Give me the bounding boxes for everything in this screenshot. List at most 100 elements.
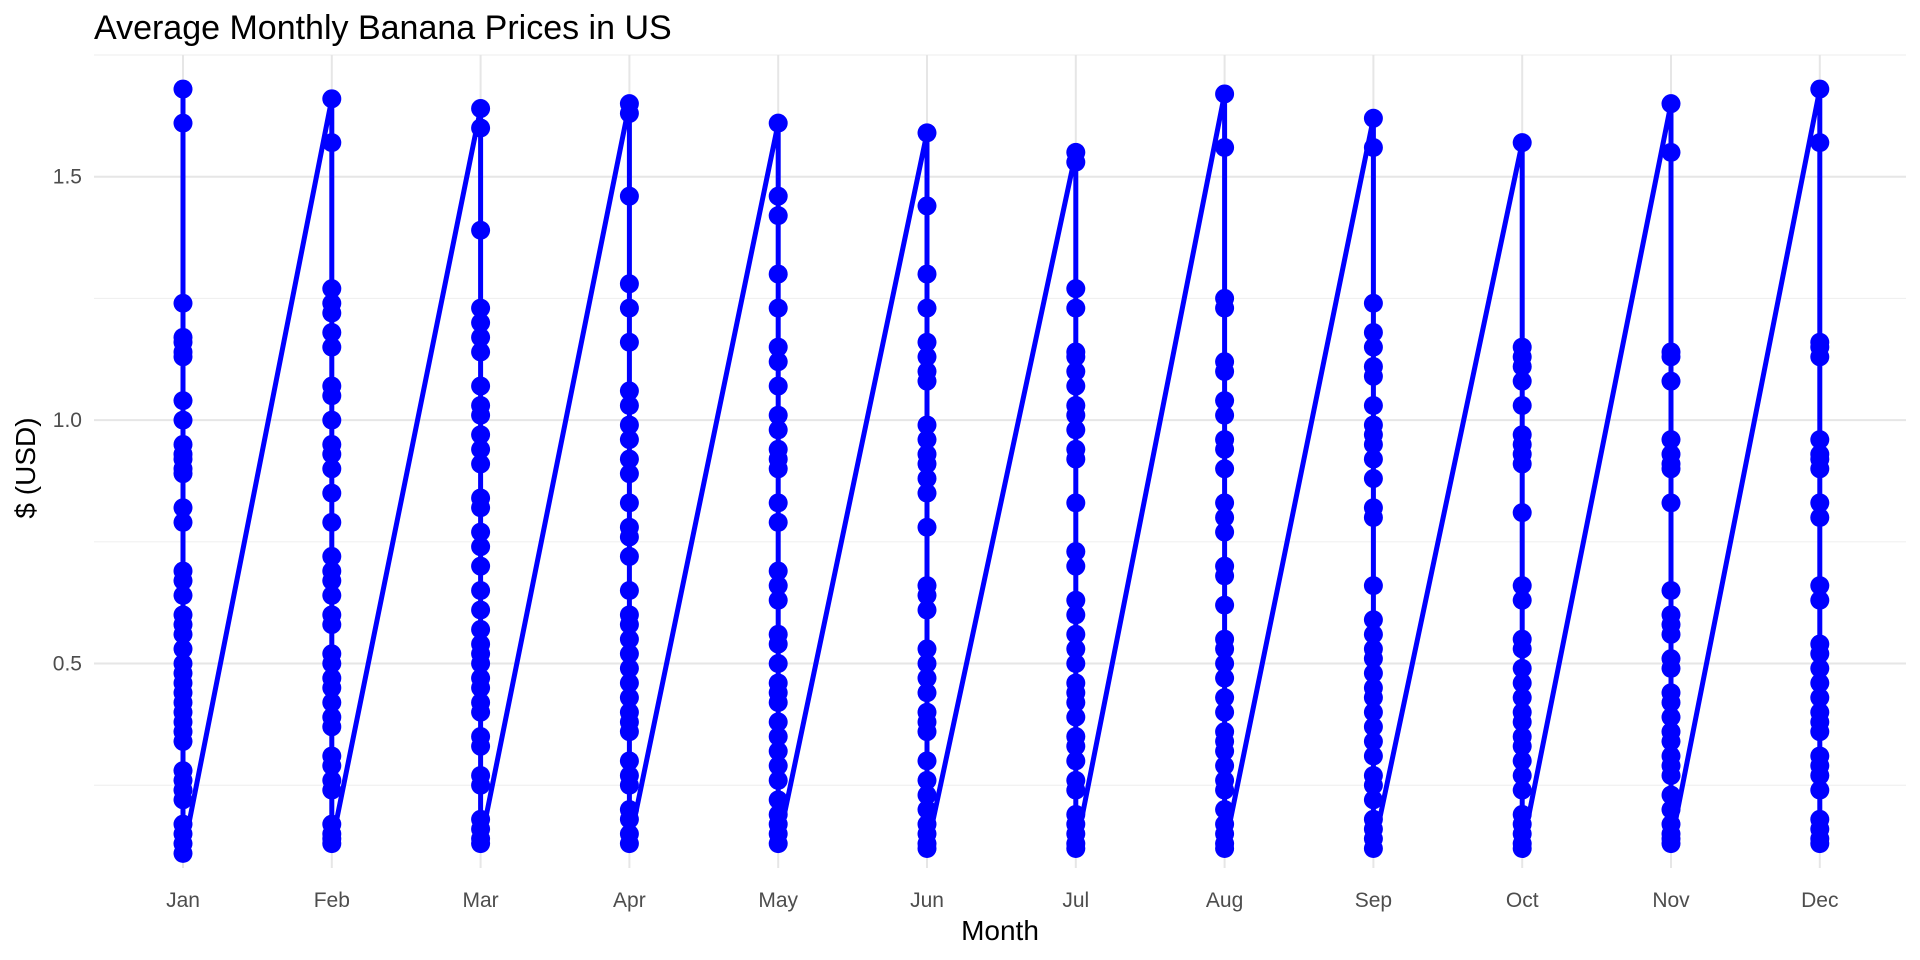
data-point <box>1810 644 1830 664</box>
data-point <box>322 279 342 299</box>
data-point <box>917 454 937 474</box>
data-point <box>768 420 788 440</box>
data-point <box>768 790 788 810</box>
data-point <box>1215 756 1235 776</box>
data-point <box>471 556 491 576</box>
data-point <box>471 118 491 138</box>
data-point <box>1215 507 1235 527</box>
data-point <box>1512 673 1532 693</box>
data-point <box>173 843 193 863</box>
x-tick-label: Apr <box>613 889 646 912</box>
data-point <box>471 775 491 795</box>
data-point <box>1363 663 1383 683</box>
data-point <box>173 293 193 313</box>
data-point <box>1661 430 1681 450</box>
data-point <box>1215 702 1235 722</box>
data-point <box>917 800 937 820</box>
x-tick-label: Nov <box>1652 889 1690 912</box>
data-point <box>1810 430 1830 450</box>
data-point <box>471 702 491 722</box>
data-point <box>173 79 193 99</box>
data-point <box>1363 649 1383 669</box>
data-point <box>1066 152 1086 172</box>
data-point <box>173 790 193 810</box>
data-point <box>471 581 491 601</box>
data-point <box>1363 137 1383 157</box>
data-point <box>1215 800 1235 820</box>
data-point <box>471 498 491 518</box>
data-point <box>173 731 193 751</box>
data-point <box>1512 590 1532 610</box>
data-point <box>619 809 639 829</box>
data-point <box>768 186 788 206</box>
data-point <box>768 298 788 318</box>
data-point <box>1215 654 1235 674</box>
data-point <box>1066 780 1086 800</box>
x-tick-label: Jul <box>1062 889 1089 912</box>
data-point <box>1810 590 1830 610</box>
data-point <box>917 430 937 450</box>
x-tick-label: Sep <box>1355 889 1392 912</box>
data-point <box>1512 839 1532 859</box>
data-point <box>1661 347 1681 367</box>
data-point <box>1066 420 1086 440</box>
data-point <box>917 654 937 674</box>
data-point <box>768 654 788 674</box>
data-point <box>917 722 937 742</box>
data-point <box>917 123 937 143</box>
data-point <box>917 298 937 318</box>
minor-gridlines <box>94 54 1906 786</box>
data-point <box>322 780 342 800</box>
data-point <box>322 756 342 776</box>
data-point <box>322 386 342 406</box>
data-point <box>619 834 639 854</box>
data-point <box>322 337 342 357</box>
y-axis-ticks: 0.5 1.0 1.5 <box>53 166 82 676</box>
data-point <box>768 376 788 396</box>
data-point <box>1363 366 1383 386</box>
data-point <box>1661 94 1681 114</box>
data-point <box>1363 717 1383 737</box>
data-point <box>917 483 937 503</box>
x-tick-label: Dec <box>1801 889 1838 912</box>
data-point <box>1363 688 1383 708</box>
data-point <box>917 371 937 391</box>
data-point <box>917 469 937 489</box>
data-point <box>917 264 937 284</box>
data-point <box>1215 84 1235 104</box>
data-point <box>619 381 639 401</box>
data-point <box>1215 459 1235 479</box>
data-point <box>1066 839 1086 859</box>
data-point <box>1066 376 1086 396</box>
data-point <box>322 303 342 323</box>
data-point <box>1661 785 1681 805</box>
y-axis-title: $ (USD) <box>10 417 41 518</box>
chart-title: Average Monthly Banana Prices in US <box>94 9 672 47</box>
data-point <box>619 298 639 318</box>
data-point <box>1661 658 1681 678</box>
data-point <box>471 537 491 557</box>
data-point <box>1215 595 1235 615</box>
data-point <box>1066 347 1086 367</box>
series-line <box>180 86 1823 856</box>
data-point <box>1215 668 1235 688</box>
data-point <box>768 493 788 513</box>
data-point <box>1066 751 1086 771</box>
data-point <box>1363 337 1383 357</box>
series-points-group <box>173 79 1830 863</box>
data-point <box>1661 581 1681 601</box>
data-point <box>1066 624 1086 644</box>
data-point <box>1661 834 1681 854</box>
data-point <box>917 600 937 620</box>
data-point <box>917 785 937 805</box>
data-point <box>322 322 342 342</box>
data-point <box>471 425 491 445</box>
data-point <box>619 274 639 294</box>
data-point <box>1363 293 1383 313</box>
data-point <box>1215 361 1235 381</box>
data-point <box>322 89 342 109</box>
data-point <box>768 727 788 747</box>
data-point <box>1810 133 1830 153</box>
data-point <box>173 498 193 518</box>
data-point <box>1512 454 1532 474</box>
